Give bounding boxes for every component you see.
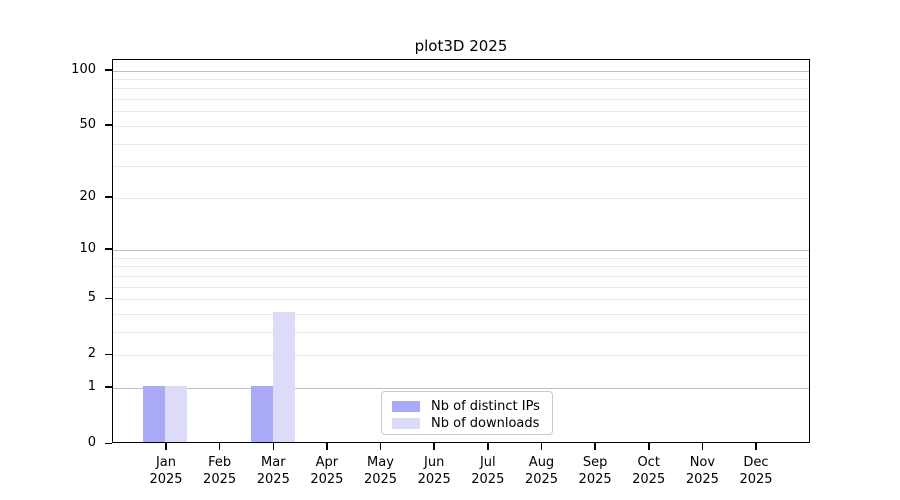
bar-mar-downloads xyxy=(272,311,295,442)
legend-label-downloads: Nb of downloads xyxy=(431,415,540,431)
x-tick-mark xyxy=(487,443,489,450)
labeled-gridline xyxy=(113,125,809,127)
x-tick-label: May 2025 xyxy=(353,454,409,488)
bar-jan-distinct-ips xyxy=(143,385,166,442)
minor-gridline xyxy=(113,275,809,277)
y-tick-mark xyxy=(105,124,112,126)
x-tick-label: Jan 2025 xyxy=(138,454,194,488)
x-tick-year: 2025 xyxy=(632,472,666,487)
x-tick-year: 2025 xyxy=(578,472,612,487)
y-tick-label: 100 xyxy=(71,61,96,77)
bar-mar-distinct-ips xyxy=(250,385,273,442)
x-tick-month: Jan xyxy=(155,455,177,470)
legend-entry-downloads: Nb of downloads xyxy=(392,415,552,431)
major-gridline xyxy=(113,249,809,251)
bar-jan-downloads xyxy=(165,385,188,442)
minor-gridline xyxy=(113,166,809,168)
x-tick-label: Feb 2025 xyxy=(192,454,248,488)
legend-swatch-downloads xyxy=(392,417,420,429)
x-tick-mark xyxy=(648,443,650,450)
minor-gridline xyxy=(113,78,809,80)
y-tick-mark xyxy=(105,69,112,71)
minor-gridline xyxy=(113,99,809,100)
minor-gridline xyxy=(113,111,809,113)
x-tick-mark xyxy=(594,443,596,450)
legend-label-distinct-ips: Nb of distinct IPs xyxy=(431,398,540,414)
x-tick-mark xyxy=(379,443,382,450)
y-tick-mark xyxy=(105,386,112,388)
x-tick-label: Nov 2025 xyxy=(674,454,730,488)
x-tick-month: Apr xyxy=(315,455,339,470)
y-tick-label: 20 xyxy=(79,188,96,204)
y-tick-label: 5 xyxy=(87,290,96,305)
x-tick-month: Mar xyxy=(261,455,286,470)
plot-area: Nb of distinct IPs Nb of downloads xyxy=(112,59,810,443)
y-tick-label: 0 xyxy=(87,435,96,450)
x-tick-month: Aug xyxy=(528,455,555,470)
x-tick-label: Oct 2025 xyxy=(621,454,677,488)
legend-entry-distinct-ips: Nb of distinct IPs xyxy=(392,398,552,414)
x-tick-year: 2025 xyxy=(363,472,398,487)
x-tick-month: Feb xyxy=(208,455,232,470)
x-tick-mark xyxy=(540,443,543,450)
x-tick-mark xyxy=(701,443,704,450)
x-tick-label: Jul 2025 xyxy=(460,454,516,488)
x-tick-label: Apr 2025 xyxy=(299,454,355,488)
y-tick-mark xyxy=(105,297,112,299)
minor-gridline xyxy=(113,257,809,259)
x-tick-mark xyxy=(272,443,274,450)
labeled-gridline xyxy=(113,197,809,199)
x-tick-mark xyxy=(755,443,757,450)
x-tick-label: Aug 2025 xyxy=(514,454,570,488)
x-tick-year: 2025 xyxy=(256,472,290,487)
x-tick-mark xyxy=(433,443,435,450)
x-tick-month: Oct xyxy=(637,455,660,470)
y-tick-label: 2 xyxy=(87,346,96,362)
x-tick-year: 2025 xyxy=(739,472,773,487)
x-tick-label: Mar 2025 xyxy=(245,454,301,488)
x-tick-year: 2025 xyxy=(685,472,719,487)
major-gridline xyxy=(113,387,809,389)
x-tick-label: Dec 2025 xyxy=(728,454,784,488)
x-tick-year: 2025 xyxy=(149,472,183,487)
minor-gridline xyxy=(113,143,809,145)
x-tick-mark xyxy=(165,443,167,450)
x-tick-label: Jun 2025 xyxy=(406,454,462,488)
x-tick-mark xyxy=(218,443,221,450)
y-tick-label: 1 xyxy=(87,378,96,394)
x-tick-month: Dec xyxy=(743,455,769,470)
labeled-gridline xyxy=(113,355,809,357)
x-tick-label: Sep 2025 xyxy=(567,454,623,488)
x-tick-month: Nov xyxy=(689,455,716,470)
x-tick-month: Jul xyxy=(479,455,496,470)
y-tick-mark xyxy=(105,248,112,250)
chart-title: plot3D 2025 xyxy=(414,37,508,55)
x-tick-month: Sep xyxy=(582,455,608,470)
x-tick-year: 2025 xyxy=(310,472,344,487)
legend: Nb of distinct IPs Nb of downloads xyxy=(381,391,553,435)
x-tick-year: 2025 xyxy=(524,472,559,487)
x-tick-month: May xyxy=(367,455,394,470)
major-gridline xyxy=(113,70,809,72)
legend-swatch-distinct-ips xyxy=(392,400,420,412)
y-tick-label: 50 xyxy=(79,116,96,132)
y-tick-mark xyxy=(105,353,112,356)
y-tick-label: 10 xyxy=(79,240,96,256)
x-tick-mark xyxy=(326,443,328,450)
minor-gridline xyxy=(113,88,809,90)
labeled-gridline xyxy=(113,299,809,300)
y-tick-mark xyxy=(105,442,112,444)
minor-gridline xyxy=(113,313,809,315)
y-tick-mark xyxy=(105,196,112,198)
x-tick-year: 2025 xyxy=(417,472,451,487)
x-tick-year: 2025 xyxy=(203,472,237,487)
minor-gridline xyxy=(113,286,809,288)
x-tick-month: Jun xyxy=(424,455,445,470)
x-tick-year: 2025 xyxy=(471,472,505,487)
minor-gridline xyxy=(113,266,809,268)
minor-gridline xyxy=(113,331,809,333)
